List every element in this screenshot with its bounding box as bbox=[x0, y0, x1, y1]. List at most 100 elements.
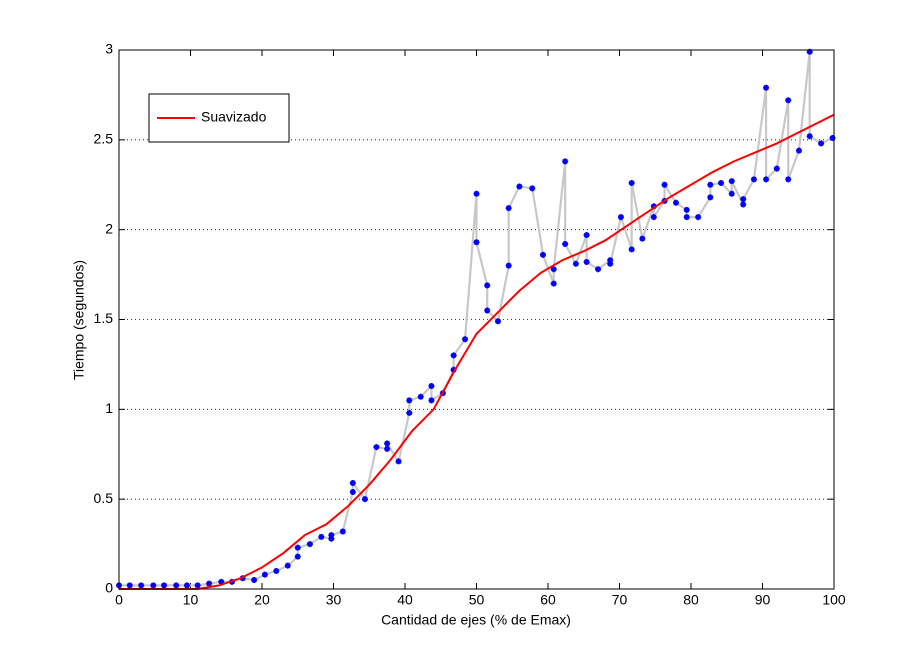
marker bbox=[484, 307, 491, 314]
x-tick-label: 80 bbox=[683, 592, 699, 608]
marker bbox=[829, 135, 836, 142]
marker bbox=[740, 201, 747, 208]
y-tick-label: 1 bbox=[105, 400, 113, 416]
marker bbox=[473, 239, 480, 246]
y-tick-label: 3 bbox=[105, 41, 113, 57]
marker bbox=[539, 251, 546, 258]
marker bbox=[349, 488, 356, 495]
marker bbox=[306, 541, 313, 548]
marker bbox=[728, 190, 735, 197]
marker bbox=[505, 262, 512, 269]
marker bbox=[183, 582, 190, 589]
marker bbox=[672, 199, 679, 206]
marker bbox=[516, 183, 523, 190]
x-tick-label: 40 bbox=[397, 592, 413, 608]
marker bbox=[583, 259, 590, 266]
marker bbox=[750, 176, 757, 183]
x-axis-label: Cantidad de ejes (% de Emax) bbox=[381, 612, 571, 628]
marker bbox=[639, 235, 646, 242]
marker bbox=[339, 528, 346, 535]
marker bbox=[550, 266, 557, 273]
marker bbox=[473, 190, 480, 197]
marker bbox=[384, 445, 391, 452]
marker bbox=[138, 582, 145, 589]
marker bbox=[617, 214, 624, 221]
marker bbox=[628, 246, 635, 253]
series-line bbox=[119, 113, 835, 590]
marker bbox=[450, 352, 457, 359]
y-tick-label: 0 bbox=[105, 580, 113, 596]
marker bbox=[728, 178, 735, 185]
marker bbox=[328, 535, 335, 542]
marker bbox=[406, 397, 413, 404]
marker bbox=[718, 179, 725, 186]
y-tick-label: 2.5 bbox=[94, 131, 114, 147]
marker bbox=[173, 582, 180, 589]
y-axis-label: Tiempo (segundos) bbox=[71, 260, 87, 380]
marker bbox=[806, 48, 813, 55]
marker bbox=[740, 196, 747, 203]
marker bbox=[218, 578, 225, 585]
x-tick-label: 100 bbox=[822, 592, 846, 608]
marker bbox=[150, 582, 157, 589]
marker bbox=[373, 444, 380, 451]
marker bbox=[707, 194, 714, 201]
marker bbox=[806, 133, 813, 140]
marker bbox=[773, 165, 780, 172]
marker bbox=[572, 260, 579, 267]
marker bbox=[494, 318, 501, 325]
y-tick-label: 0.5 bbox=[94, 490, 114, 506]
marker bbox=[206, 580, 213, 587]
marker bbox=[529, 185, 536, 192]
marker bbox=[683, 206, 690, 213]
x-tick-label: 30 bbox=[326, 592, 342, 608]
x-tick-label: 70 bbox=[612, 592, 628, 608]
x-tick-label: 60 bbox=[540, 592, 556, 608]
marker bbox=[161, 582, 168, 589]
marker bbox=[251, 577, 258, 584]
marker bbox=[550, 280, 557, 287]
marker bbox=[818, 140, 825, 147]
marker bbox=[126, 582, 133, 589]
marker bbox=[650, 203, 657, 210]
marker bbox=[595, 266, 602, 273]
x-tick-label: 90 bbox=[755, 592, 771, 608]
x-tick-label: 20 bbox=[254, 592, 270, 608]
marker bbox=[349, 479, 356, 486]
marker bbox=[384, 440, 391, 447]
marker bbox=[683, 214, 690, 221]
y-tick-label: 2 bbox=[105, 220, 113, 236]
y-tick-label: 1.5 bbox=[94, 310, 114, 326]
marker bbox=[785, 97, 792, 104]
legend-label: Suavizado bbox=[201, 109, 267, 125]
marker bbox=[607, 260, 614, 267]
marker bbox=[628, 179, 635, 186]
marker bbox=[505, 205, 512, 212]
marker bbox=[707, 181, 714, 188]
marker bbox=[328, 532, 335, 539]
marker bbox=[294, 553, 301, 560]
marker bbox=[417, 393, 424, 400]
marker bbox=[428, 382, 435, 389]
marker bbox=[763, 84, 770, 91]
marker bbox=[562, 158, 569, 165]
marker bbox=[318, 533, 325, 540]
marker bbox=[607, 257, 614, 264]
marker bbox=[484, 282, 491, 289]
marker bbox=[650, 214, 657, 221]
marker bbox=[785, 176, 792, 183]
marker bbox=[583, 232, 590, 239]
marker bbox=[428, 397, 435, 404]
marker bbox=[361, 496, 368, 503]
marker bbox=[194, 582, 201, 589]
marker bbox=[261, 571, 268, 578]
marker bbox=[795, 147, 802, 154]
marker bbox=[763, 176, 770, 183]
marker bbox=[562, 241, 569, 248]
marker bbox=[284, 562, 291, 569]
marker bbox=[395, 458, 402, 465]
marker bbox=[406, 409, 413, 416]
marker bbox=[661, 181, 668, 188]
